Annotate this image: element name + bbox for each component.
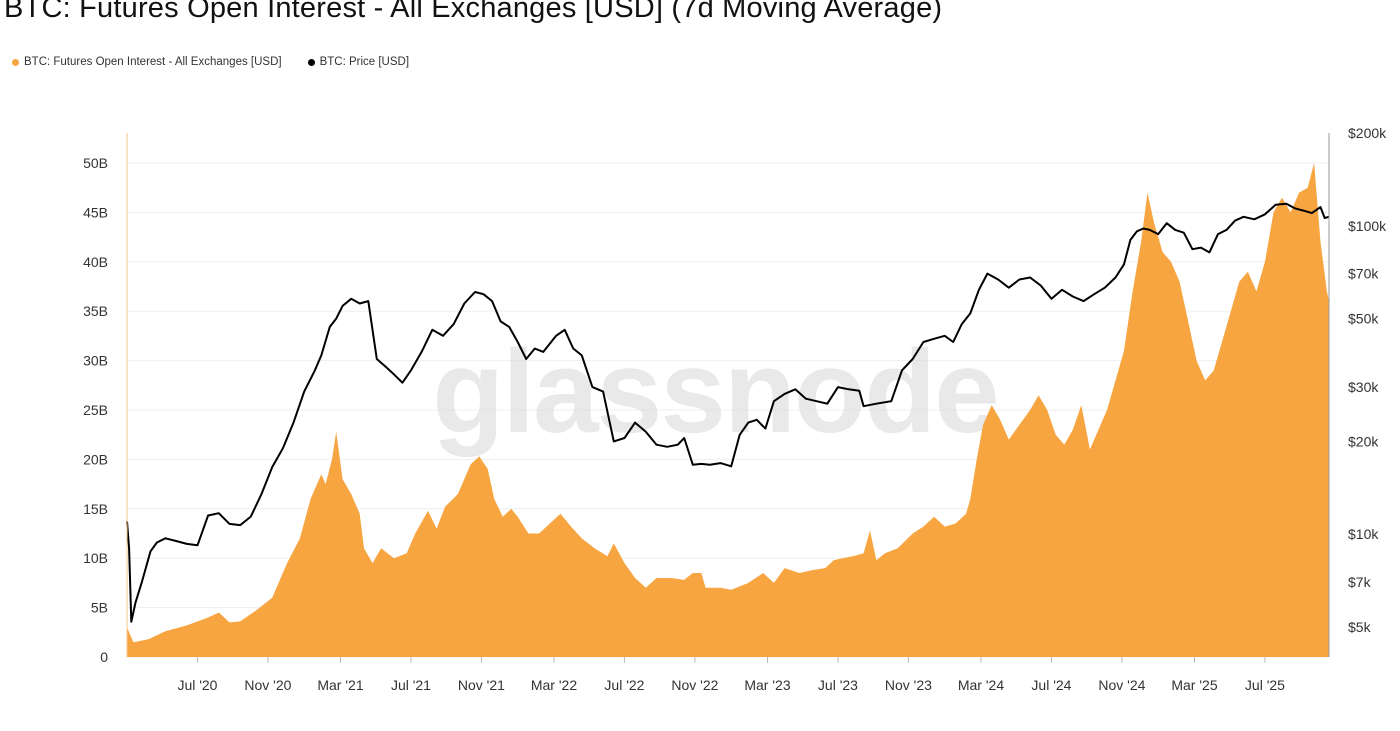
x-tick-label: Mar '24	[958, 677, 1004, 693]
x-tick-label: Jul '22	[604, 677, 644, 693]
y-left-tick-label: 20B	[83, 451, 108, 467]
chart-title: BTC: Futures Open Interest - All Exchang…	[4, 0, 943, 24]
price-line	[126, 202, 1330, 623]
y-right-tick-label: $100k	[1348, 218, 1387, 234]
y-left-tick-label: 5B	[91, 600, 108, 616]
x-tick-label: Nov '24	[1098, 677, 1145, 693]
x-tick-label: Mar '21	[317, 677, 363, 693]
legend-item-open-interest[interactable]: BTC: Futures Open Interest - All Exchang…	[12, 56, 282, 68]
legend-swatch-open-interest	[12, 58, 19, 66]
y-right-tick-label: $30k	[1348, 379, 1379, 395]
x-tick-label: Nov '20	[244, 677, 291, 693]
x-tick-label: Mar '23	[744, 677, 790, 693]
y-right-tick-label: $50k	[1348, 311, 1379, 327]
open-interest-area	[127, 163, 1329, 657]
y-right-tick-label: $20k	[1348, 433, 1379, 449]
y-right-tick-label: $200k	[1348, 125, 1387, 141]
y-left-tick-label: 10B	[83, 550, 108, 566]
y-left-tick-label: 40B	[83, 254, 108, 270]
x-tick-label: Jul '25	[1245, 677, 1285, 693]
legend-swatch-price	[307, 58, 315, 66]
chart-legend: BTC: Futures Open Interest - All Exchang…	[12, 56, 409, 68]
x-tick-label: Nov '21	[458, 677, 505, 693]
y-left-tick-label: 35B	[83, 303, 108, 319]
legend-item-price[interactable]: BTC: Price [USD]	[307, 56, 410, 68]
y-left-tick-label: 15B	[83, 501, 108, 517]
x-tick-label: Jul '24	[1031, 677, 1071, 693]
y-left-tick-label: 0	[100, 649, 108, 665]
x-tick-label: Nov '23	[885, 677, 932, 693]
watermark-text: glassnode	[432, 326, 998, 458]
x-tick-label: Mar '22	[531, 677, 577, 693]
x-tick-label: Jul '23	[818, 677, 858, 693]
x-tick-label: Nov '22	[671, 677, 718, 693]
y-right-tick-label: $5k	[1348, 619, 1372, 635]
y-left-tick-label: 45B	[83, 204, 108, 220]
legend-label-open-interest: BTC: Futures Open Interest - All Exchang…	[24, 56, 282, 68]
x-tick-label: Jul '20	[177, 677, 217, 693]
y-right-tick-label: $10k	[1348, 526, 1379, 542]
y-left-tick-label: 50B	[83, 155, 108, 171]
y-right-tick-label: $70k	[1348, 266, 1379, 282]
x-tick-label: Jul '21	[391, 677, 431, 693]
y-left-tick-label: 30B	[83, 353, 108, 369]
legend-label-price: BTC: Price [USD]	[319, 56, 410, 68]
y-left-tick-label: 25B	[83, 402, 108, 418]
x-tick-label: Mar '25	[1171, 677, 1217, 693]
y-right-tick-label: $7k	[1348, 574, 1372, 590]
